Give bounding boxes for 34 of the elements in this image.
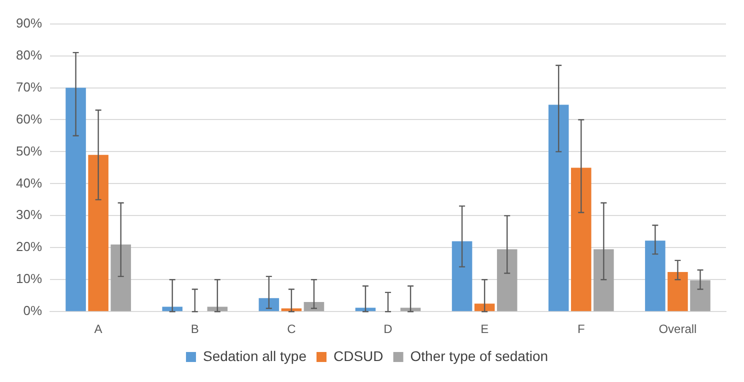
y-tick-label: 40% bbox=[16, 175, 42, 190]
y-tick-label: 90% bbox=[16, 15, 42, 30]
x-tick-label: B bbox=[190, 322, 199, 336]
bar bbox=[110, 244, 131, 312]
bar bbox=[571, 168, 592, 312]
bar bbox=[474, 304, 495, 312]
bar bbox=[594, 249, 614, 312]
y-tick-label: 70% bbox=[16, 79, 42, 94]
y-tick-label: 80% bbox=[16, 47, 42, 62]
bar bbox=[304, 302, 324, 312]
bar bbox=[452, 241, 472, 312]
x-tick-label: A bbox=[94, 322, 102, 336]
y-tick-label: 0% bbox=[23, 303, 42, 318]
bar bbox=[690, 280, 710, 312]
legend-label: CDSUD bbox=[333, 348, 384, 364]
y-tick-label: 10% bbox=[16, 271, 42, 286]
x-tick-label: D bbox=[384, 322, 393, 336]
bar bbox=[88, 154, 108, 312]
x-tick-label: E bbox=[480, 322, 489, 336]
x-tick-label: C bbox=[287, 322, 296, 336]
y-tick-label: 50% bbox=[16, 143, 42, 158]
bar bbox=[645, 240, 666, 312]
bar bbox=[496, 249, 518, 312]
bar bbox=[668, 272, 688, 312]
legend-label: Sedation all type bbox=[202, 348, 307, 364]
y-tick-label: 30% bbox=[16, 207, 42, 222]
bar bbox=[66, 88, 86, 312]
y-tick-label: 20% bbox=[16, 239, 42, 254]
y-tick-label: 60% bbox=[16, 111, 42, 126]
x-tick-label: Overall bbox=[658, 322, 697, 336]
legend-label: Other type of sedation bbox=[410, 348, 548, 364]
bar bbox=[548, 104, 569, 312]
x-tick-label: F bbox=[577, 322, 585, 336]
bar bbox=[258, 298, 280, 312]
